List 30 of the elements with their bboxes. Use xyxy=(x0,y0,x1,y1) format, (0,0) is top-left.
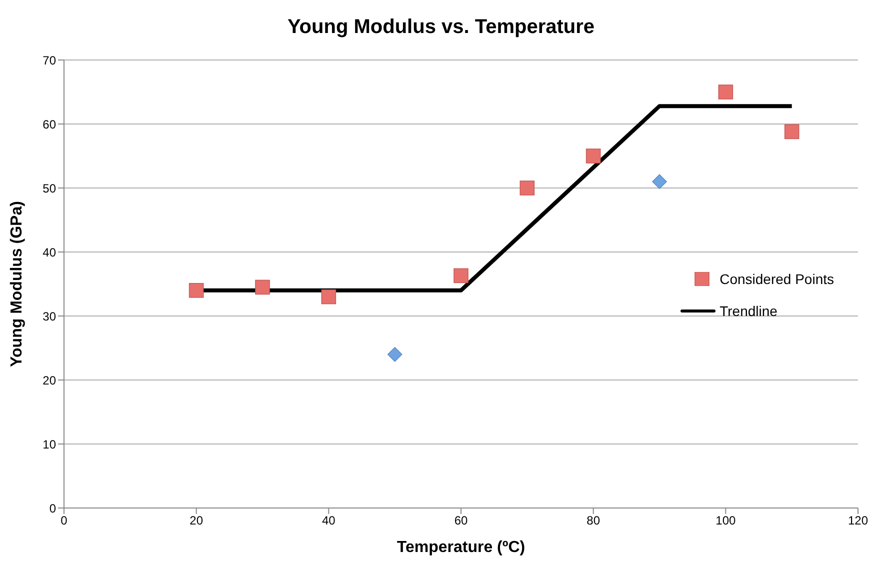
y-tick-label: 0 xyxy=(49,501,56,516)
chart-title: Young Modulus vs. Temperature xyxy=(286,16,596,39)
y-tick-label: 60 xyxy=(42,117,56,132)
point xyxy=(454,268,468,284)
x-tick-label: 20 xyxy=(190,514,204,528)
legend-label: Trendline xyxy=(720,303,778,319)
point xyxy=(321,289,336,304)
x-tick-label: 100 xyxy=(716,514,736,528)
point xyxy=(586,148,601,164)
point xyxy=(718,84,734,100)
y-tick-label: 70 xyxy=(42,53,56,68)
y-tick-label: 20 xyxy=(42,373,56,388)
legend-label: Considered Points xyxy=(720,271,834,287)
y-tick-label: 30 xyxy=(42,309,56,324)
y-tick-label: 10 xyxy=(42,437,56,452)
point xyxy=(387,347,402,362)
x-axis-title: Temperature (ºC) xyxy=(396,539,526,556)
point xyxy=(255,280,270,295)
x-tick-label: 80 xyxy=(586,514,600,528)
point xyxy=(520,180,535,196)
point xyxy=(784,124,800,140)
y-axis-title: Young Modulus (GPa) xyxy=(8,201,26,367)
x-tick-label: 120 xyxy=(848,514,868,528)
y-tick-label: 50 xyxy=(42,181,56,196)
y-tick-label: 40 xyxy=(42,245,56,260)
point xyxy=(188,283,204,298)
x-tick-label: 60 xyxy=(454,514,468,528)
x-tick-label: 40 xyxy=(322,514,336,528)
x-tick-label: 0 xyxy=(60,514,68,528)
point xyxy=(652,174,667,189)
